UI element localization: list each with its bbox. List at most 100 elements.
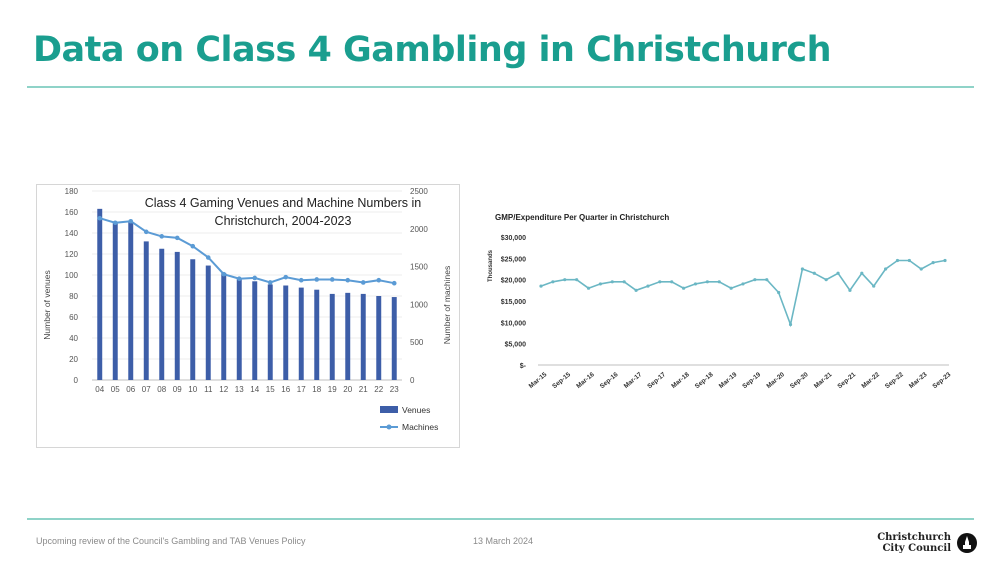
venues-bar [159,248,165,380]
chart2-x-tick-label: Mar-16 [575,371,596,390]
machines-point [329,277,335,282]
chart1-y-tick-label: 20 [69,355,78,364]
machines-point [252,275,258,281]
gmp-point [610,280,614,284]
gmp-point [753,278,757,282]
chart1-x-tick-label: 13 [235,385,244,394]
chart1-x-tick-label: 10 [188,385,197,394]
machines-point [345,277,351,283]
venues-bar [391,297,397,380]
page-title: Data on Class 4 Gambling in Christchurch [33,30,832,70]
gmp-point [872,284,876,288]
gmp-point [895,258,900,263]
logo-line-1: Christchurch [877,532,951,543]
chart2-y-tick-label: $5,000 [505,342,527,349]
gmp-point [848,288,852,292]
chart1-x-tick-label: 07 [142,385,151,394]
gmp-point [693,282,698,286]
chart1-x-tick-label: 22 [374,385,383,394]
chart1-y2-tick-label: 0 [410,376,415,385]
legend-machines-marker [386,424,392,430]
gmp-point [765,278,769,282]
chart1-y-tick-label: 60 [69,313,78,322]
machines-point [283,274,289,280]
gmp-point [551,280,555,284]
chart2-y-tick-label: $15,000 [501,299,526,306]
machines-point [159,234,165,239]
chart2-x-tick-label: Sep-21 [836,371,857,390]
venues-bar [143,241,149,380]
legend-venues-swatch [380,406,398,413]
chart2-x-tick-label: Mar-17 [623,371,644,390]
gmp-point [836,271,840,275]
gmp-point [539,284,543,288]
chart1-x-tick-label: 08 [157,385,166,394]
gmp-point [907,258,911,263]
gmp-series-line [540,259,946,328]
gmp-point [563,278,567,282]
machines-point [221,271,227,277]
machines-point [190,243,196,249]
gmp-point [812,271,816,275]
chart2-x-tick-label: Mar-23 [908,371,929,390]
chart1-x-tick-label: 06 [126,385,135,394]
chart2-x-tick-label: Sep-20 [789,371,810,390]
council-logo: Christchurch City Council [877,532,977,556]
bottom-divider [27,518,974,520]
chart1-y-tick-label: 160 [65,208,79,217]
chart1-x-tick-label: 16 [281,385,290,394]
machines-point [174,235,180,241]
chart1-y-tick-label: 120 [65,250,79,259]
chart1-x-tick-label: 12 [219,385,228,394]
gmp-point [586,286,591,290]
chart1-y2-tick-label: 1000 [410,300,428,309]
gmp-expenditure-chart: GMP/Expenditure Per Quarter in Christchu… [488,213,953,390]
machines-point [236,276,242,281]
chart1-x-tick-label: 15 [266,385,275,394]
footer-date: 13 March 2024 [473,536,534,546]
venues-bar [174,251,180,380]
gmp-point [883,267,888,271]
chart1-x-tick-label: 09 [173,385,182,394]
venues-machines-chart-panel: 0 20 40 60 80 100 120 140 160 180 0 500 1000 1500 200… [36,184,460,448]
chart1-x-tick-label: 21 [359,385,368,394]
chart2-x-tick-label: Sep-22 [884,371,905,390]
chart1-y2-tick-label: 2000 [410,225,428,234]
chart1-x-tick-label: 04 [95,385,104,394]
chart2-x-tick-label: Sep-23 [931,371,952,390]
machines-point [205,255,211,260]
gmp-point [634,288,638,292]
venues-bar [267,284,273,380]
chart2-x-tick-label: Mar-15 [528,371,549,390]
venues-bar [221,272,227,380]
venues-bar [97,208,103,380]
machines-point [128,218,134,224]
venues-bar [298,287,304,380]
chart1-x-tick-label: 19 [328,385,337,394]
venues-bar [283,285,289,380]
gmp-point [777,290,781,295]
chart2-x-tick-label: Mar-19 [718,371,739,390]
machines-point [298,277,304,283]
chart2-y-tick-label: $10,000 [501,320,526,327]
cathedral-icon [957,533,977,553]
chart1-x-tick-label: 18 [312,385,321,394]
venues-bar [376,296,382,380]
chart2-x-tick-label: Mar-21 [813,371,834,390]
gmp-point [800,267,805,271]
gmp-point [931,261,935,265]
chart1-title-line1: Class 4 Gaming Venues and Machine Number… [145,196,422,210]
top-divider [27,86,974,88]
chart1-x-tick-label: 20 [343,385,352,394]
gmp-point [860,271,864,275]
venues-bar [360,293,366,380]
chart1-y-tick-label: 140 [65,229,79,238]
machines-point [112,220,118,226]
chart2-y-tick-label: $30,000 [501,235,526,242]
gmp-expenditure-chart-panel: GMP/Expenditure Per Quarter in Christchu… [483,206,963,412]
gmp-point [681,286,686,290]
chart2-x-tick-label: Mar-20 [765,371,786,390]
legend-machines-label: Machines [402,422,438,432]
footer-policy-text: Upcoming review of the Council's Gamblin… [36,536,306,546]
